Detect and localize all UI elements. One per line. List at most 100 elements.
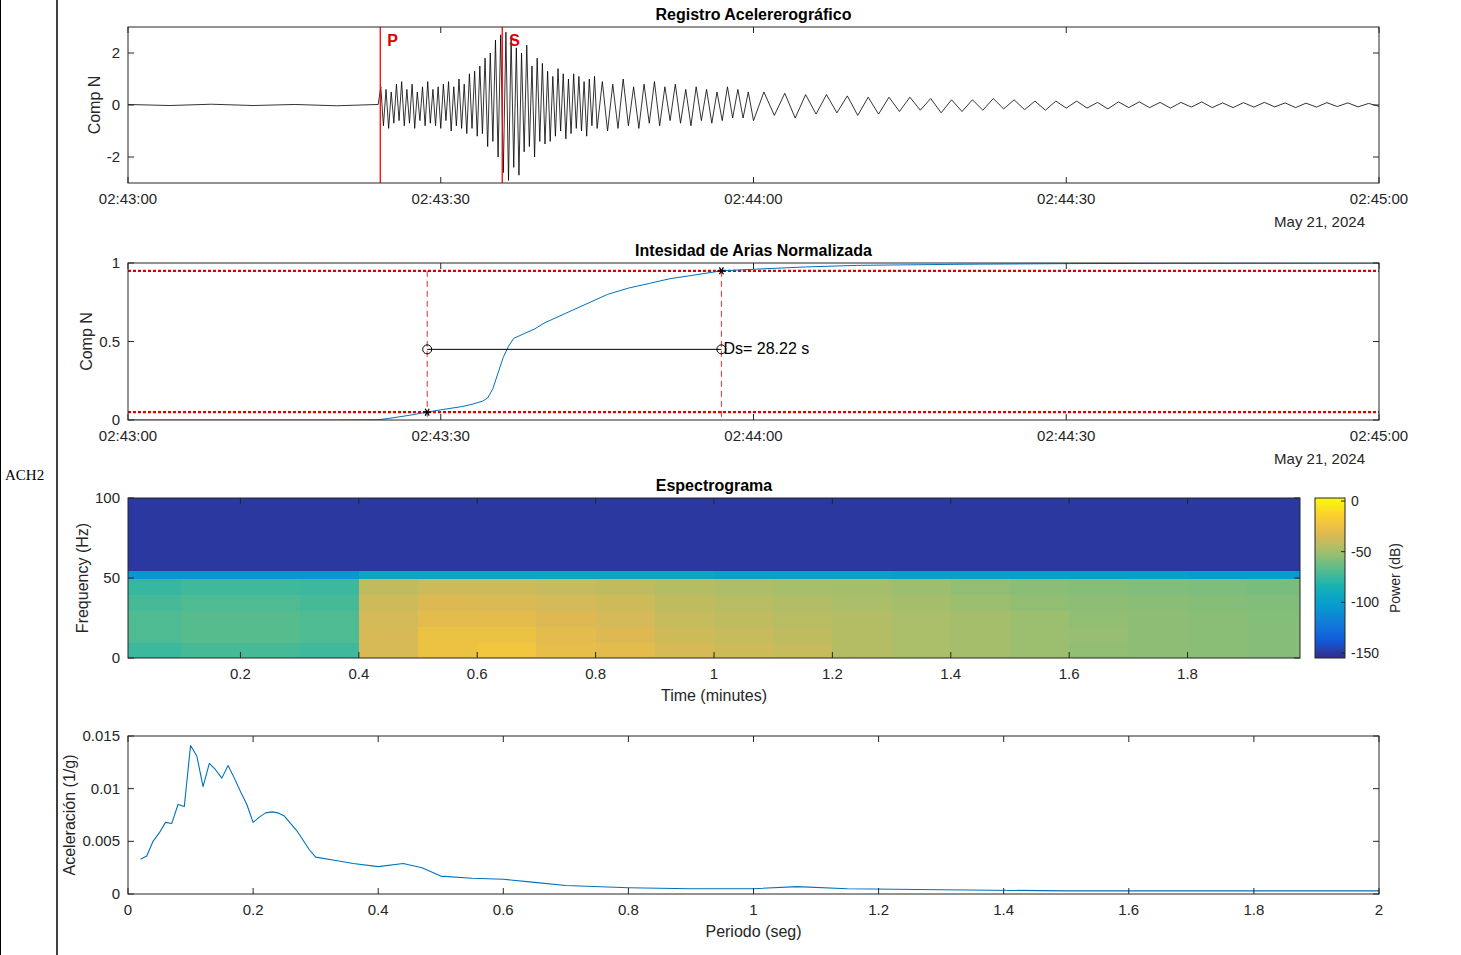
x-tick [358, 498, 359, 504]
spectrogram-cell [128, 498, 182, 571]
series-line [141, 745, 1379, 890]
spectrogram-cell [773, 594, 833, 611]
station-label: ACH2 [5, 467, 44, 483]
spectrogram-cell [300, 498, 360, 571]
x-tick [440, 263, 441, 269]
y-tick-label: 0 [112, 411, 120, 428]
spectrogram-cell [1069, 594, 1129, 611]
x-tick-label: 1.4 [993, 901, 1014, 918]
x-tick [753, 27, 754, 33]
x-tick-label: 1 [749, 901, 757, 918]
x-tick [477, 652, 478, 658]
colorbar-tick-label: -100 [1351, 594, 1379, 610]
spectrogram-cell [477, 498, 537, 571]
plot-area [128, 27, 1379, 183]
colorbar-tick-label: -50 [1351, 544, 1371, 560]
y-tick [128, 788, 134, 789]
spectrogram-cell [1010, 498, 1070, 571]
x-tick [753, 414, 754, 420]
spectrogram-cell [359, 642, 419, 658]
spectrogram-cell [536, 610, 596, 627]
spectrogram-cell [181, 498, 241, 571]
y-tick [128, 157, 134, 158]
x-tick-label: 0.6 [493, 901, 514, 918]
spectrogram-cell [181, 594, 241, 611]
x-tick-label: 02:43:00 [99, 190, 157, 207]
y-tick [1373, 736, 1379, 737]
spectrogram-cell [477, 610, 537, 627]
spectrogram-cell [128, 570, 182, 579]
x-tick [1379, 888, 1380, 894]
spectrogram-cell [951, 626, 1011, 643]
x-tick [1069, 498, 1070, 504]
spectrogram-cell [536, 594, 596, 611]
y-tick-label: 0.015 [82, 727, 120, 744]
x-tick-label: 0.8 [618, 901, 639, 918]
plot-frame [128, 498, 1300, 658]
spectrogram-cell [128, 594, 182, 611]
spectrogram-cell [477, 626, 537, 643]
x-tick [1379, 27, 1380, 33]
x-tick [753, 263, 754, 269]
spectrogram-cell [477, 578, 537, 595]
x-tick-label: 02:43:30 [412, 190, 470, 207]
spectrogram-cell [536, 570, 596, 579]
spectrogram-cell [655, 578, 715, 595]
spectrogram-cell [892, 642, 952, 658]
x-tick [1066, 263, 1067, 269]
x-tick [1379, 177, 1380, 183]
x-tick-label: 0.4 [348, 665, 369, 682]
spectrogram-cell [1247, 642, 1300, 658]
spectrogram-cell [714, 578, 774, 595]
x-tick-label: 1.4 [940, 665, 961, 682]
y-tick [1373, 420, 1379, 421]
spectrogram-cell [1069, 626, 1129, 643]
spectrogram-cell [1069, 642, 1129, 658]
y-tick [1373, 105, 1379, 106]
spectrogram-cell [1010, 610, 1070, 627]
plot-frame [128, 263, 1379, 420]
x-axis-label: Time (minutes) [661, 687, 767, 704]
x-tick [253, 888, 254, 894]
x-tick [358, 652, 359, 658]
duration-label: Ds= 28.22 s [723, 340, 809, 357]
spectrogram-cell [773, 578, 833, 595]
y-tick-label: 0.5 [99, 333, 120, 350]
spectrogram-cell [1069, 498, 1129, 571]
spectrogram-cell [1128, 578, 1188, 595]
spectrogram-cell [300, 570, 360, 579]
spectrogram-cell [1188, 498, 1248, 571]
spectrogram-cell [1010, 626, 1070, 643]
x-tick [128, 414, 129, 420]
spectrogram-cell [418, 594, 478, 611]
colorbar-tick-label: -150 [1351, 645, 1379, 661]
spectrogram-cell [477, 594, 537, 611]
threshold-line [128, 270, 1379, 272]
x-tick [503, 888, 504, 894]
panel: Ds= 28.22 s02:43:0002:43:3002:44:0002:44… [78, 242, 1408, 467]
x-tick [1066, 27, 1067, 33]
y-tick [128, 420, 134, 421]
spectrogram-cell [596, 626, 656, 643]
x-tick-label: 0.4 [368, 901, 389, 918]
y-tick-label: 0.005 [82, 832, 120, 849]
spectrogram-cell [1247, 610, 1300, 627]
spectrogram-cell [655, 570, 715, 579]
spectrogram-cell [596, 498, 656, 571]
y-tick [128, 105, 134, 106]
spectrogram-cell [892, 498, 952, 571]
spectrogram-cell [128, 610, 182, 627]
x-tick-label: 02:44:00 [724, 190, 782, 207]
y-tick [1294, 498, 1300, 499]
x-tick-label: 1 [710, 665, 718, 682]
x-tick [1003, 888, 1004, 894]
phase-line [380, 27, 381, 183]
plot-background [128, 498, 1300, 658]
spectrogram-cell [773, 642, 833, 658]
spectrogram-cell [477, 570, 537, 579]
spectrogram-cell [773, 498, 833, 571]
y-tick [1373, 157, 1379, 158]
spectrogram-cell [773, 610, 833, 627]
plot-background [128, 263, 1379, 420]
y-tick-label: 1 [112, 254, 120, 271]
